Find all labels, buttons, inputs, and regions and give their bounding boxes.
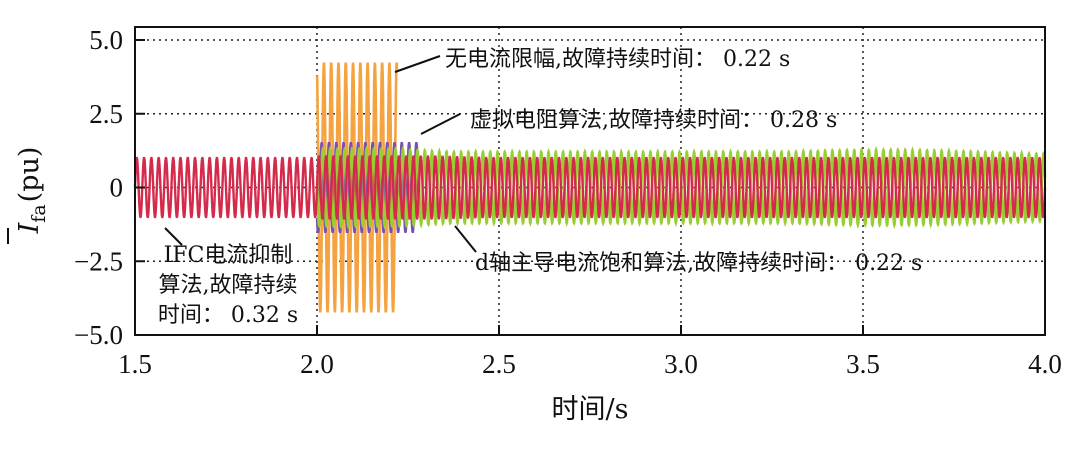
annotation-label: d轴主导电流饱和算法,故障持续时间： 0.22 s: [475, 251, 922, 276]
grid-lines: [135, 27, 1045, 335]
x-tick-label: 4.0: [1028, 349, 1062, 379]
annotation-label: 无电流限幅,故障持续时间： 0.22 s: [445, 47, 790, 72]
y-tick-label: −2.5: [74, 246, 123, 276]
series-line: [133, 155, 1047, 220]
y-axis-title-main: I: [14, 221, 45, 234]
x-tick-label: 1.5: [118, 349, 152, 379]
y-axis-title: Ifa(pu): [7, 147, 50, 244]
y-tick-label: −5.0: [74, 320, 123, 350]
x-tick-label: 2.5: [482, 349, 516, 379]
bottom-margin: [0, 425, 1065, 453]
annotation-label: IFC电流抑制: [164, 243, 293, 268]
waveform-series: [133, 62, 1047, 313]
svg-text:Ifa(pu): Ifa(pu): [14, 147, 50, 235]
annotation-label: 时间： 0.32 s: [158, 303, 298, 328]
y-tick-label: 5.0: [89, 25, 123, 55]
plot-frame: [134, 26, 1046, 336]
x-tick-label: 3.0: [664, 349, 698, 379]
x-axis-ticks: 1.5 2.0 2.5 3.0 3.5 4.0: [118, 325, 1062, 379]
annotation-pointer: [394, 55, 441, 73]
annotation-pointer: [164, 227, 183, 246]
annotation-pointer: [420, 113, 461, 135]
y-axis-ticks: 5.0 2.5 0 −2.5 −5.0: [74, 25, 145, 350]
annotation-pointer: [454, 225, 477, 253]
y-axis-title-sub: fa: [28, 204, 50, 222]
y-tick-label: 2.5: [89, 99, 123, 129]
x-tick-label: 3.5: [846, 349, 880, 379]
annotation-label: 算法,故障持续: [159, 273, 298, 298]
annotation-label: 虚拟电阻算法,故障持续时间： 0.28 s: [470, 108, 837, 133]
x-tick-label: 2.0: [300, 349, 334, 379]
x-axis-title: 时间/s: [552, 394, 629, 425]
y-axis-title-unit: (pu): [14, 147, 45, 203]
annotations: 无电流限幅,故障持续时间： 0.22 s 虚拟电阻算法,故障持续时间： 0.28 …: [158, 47, 922, 328]
y-tick-label: 0: [110, 173, 124, 203]
